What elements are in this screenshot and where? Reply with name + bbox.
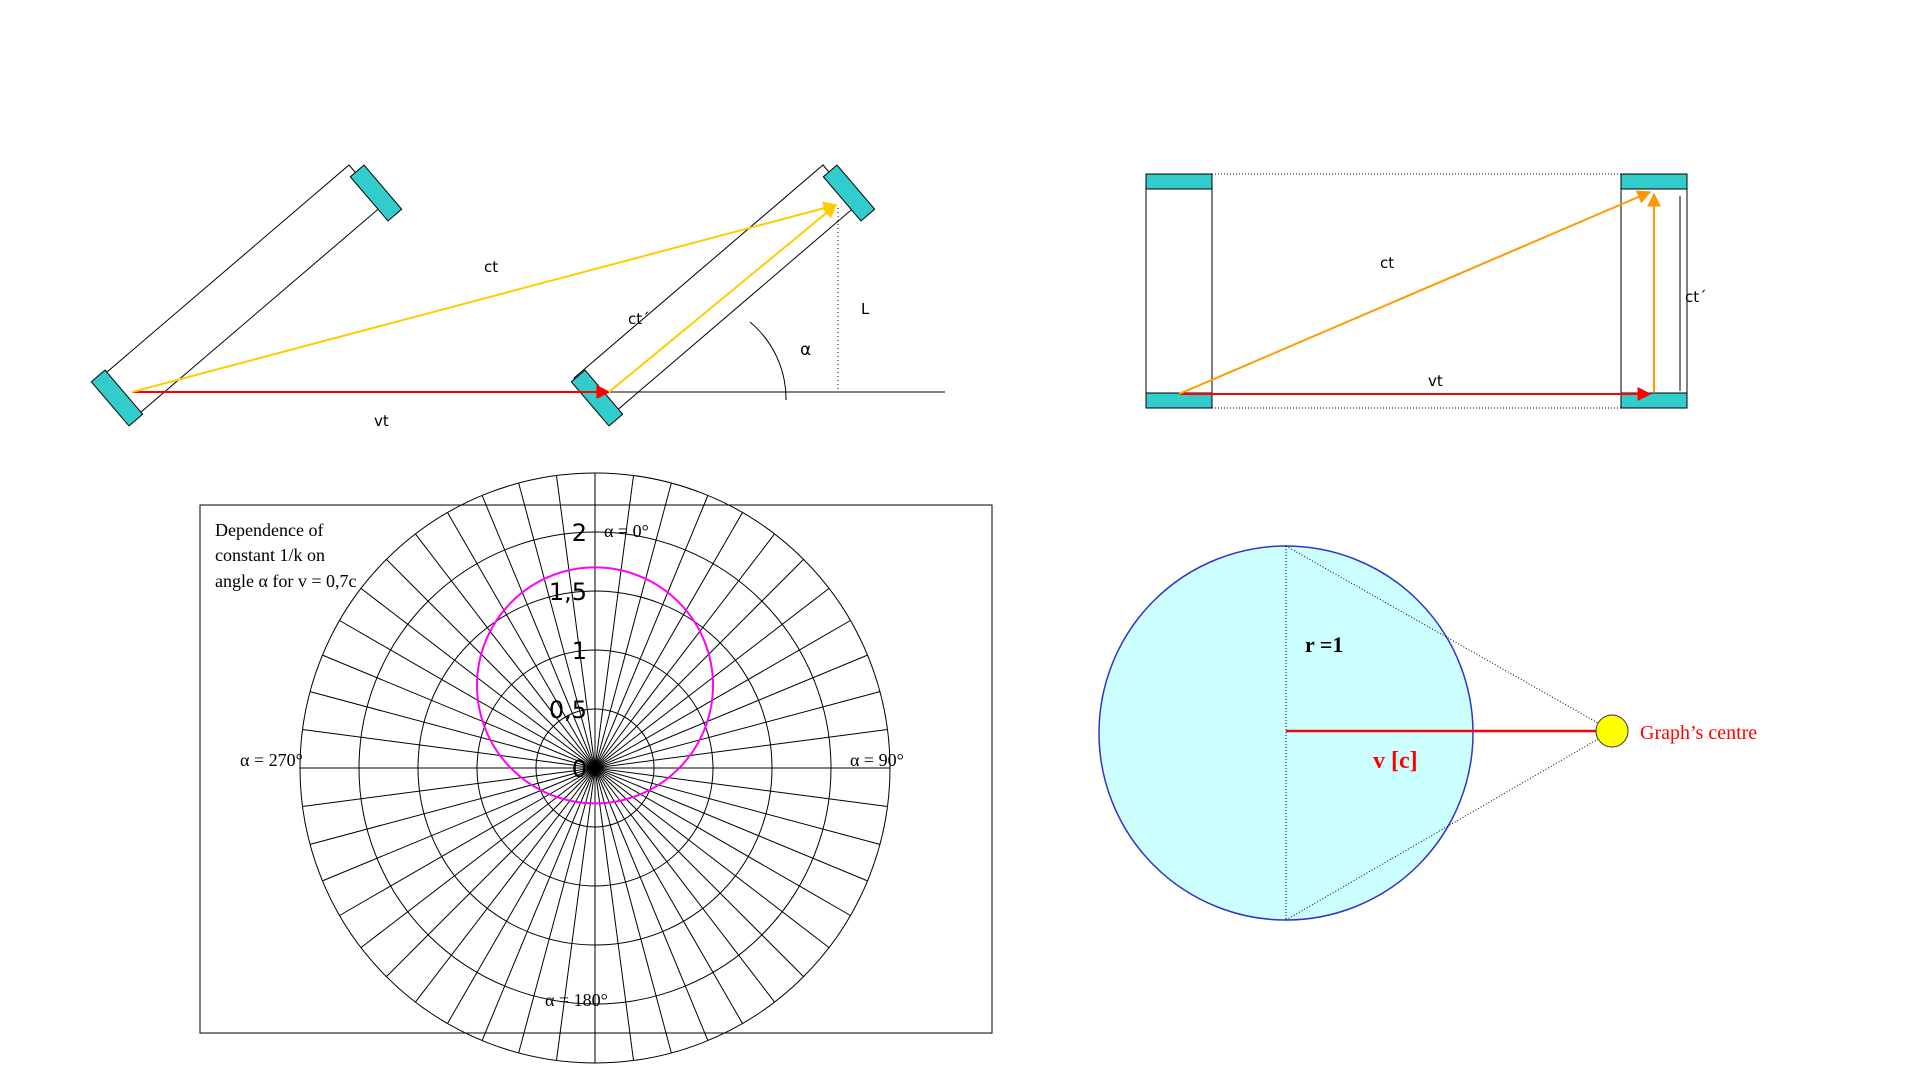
- polar-spoke: [415, 767, 596, 1003]
- angle-label-top: α = 0°: [604, 521, 649, 541]
- polar-spoke: [322, 654, 596, 769]
- angle-label-left: α = 270°: [240, 750, 303, 770]
- label-vt: vt: [1428, 372, 1443, 390]
- polar-caption-line1: Dependence of: [215, 520, 323, 540]
- polar-spoke: [302, 767, 596, 808]
- polar-spoke: [594, 767, 851, 916]
- polar-radial-tick-label: 2: [572, 519, 587, 547]
- polar-spoke: [339, 620, 596, 769]
- polar-spoke: [594, 620, 851, 769]
- mirror-bottom-left: [1145, 392, 1213, 409]
- path-ct-arrow: [131, 201, 838, 393]
- tangent-line-top: [1285, 545, 1613, 732]
- mirror-bottom-right: [570, 369, 624, 427]
- velocity-sphere-diagram: r =1 v [c] Graph’s centre: [1098, 545, 1757, 921]
- tilted-light-clock-diagram: ct ct´ vt L α: [90, 164, 945, 430]
- label-velocity: v [c]: [1373, 748, 1418, 774]
- polar-spoke: [447, 512, 596, 769]
- clock-body-right: [573, 164, 858, 419]
- polar-spoke: [386, 767, 596, 977]
- polar-ring: [417, 590, 773, 946]
- upright-light-clock-diagram: ct ct´ vt: [1145, 173, 1707, 409]
- path-ct-prime-arrow: [608, 204, 838, 393]
- polar-radial-tick-label: 0,5: [549, 696, 587, 724]
- polar-spoke: [594, 767, 743, 1024]
- polar-spoke: [518, 767, 596, 1054]
- polar-ring: [535, 708, 655, 828]
- label-vt: vt: [374, 412, 389, 430]
- polar-spoke: [386, 559, 596, 769]
- polar-spoke: [594, 767, 709, 1041]
- mirror-bottom-left: [90, 369, 144, 427]
- label-ct: ct: [1380, 254, 1394, 272]
- polar-ring: [476, 649, 714, 887]
- polar-spoke: [555, 767, 596, 1061]
- label-radius: r =1: [1305, 632, 1343, 657]
- polar-spoke: [481, 495, 596, 769]
- polar-spoke: [594, 767, 635, 1061]
- mirror-bottom-right: [1620, 392, 1688, 409]
- polar-spoke: [594, 767, 881, 845]
- polar-spoke: [302, 728, 596, 769]
- mirror-top-right: [1620, 173, 1688, 190]
- polar-radial-ticks: 0 0,5 1 1,5 2: [549, 519, 587, 783]
- polar-caption-line3: angle α for v = 0,7c: [215, 571, 357, 591]
- polar-spoke: [360, 767, 596, 948]
- graph-centre-marker: [1595, 714, 1629, 748]
- polar-spoke: [594, 475, 635, 769]
- polar-spoke: [594, 691, 881, 769]
- label-L: L: [861, 300, 870, 318]
- polar-spoke: [309, 767, 596, 845]
- polar-grid: [299, 472, 891, 1064]
- polar-spoke: [594, 767, 672, 1054]
- polar-spoke: [447, 767, 596, 1024]
- angle-label-bottom: α = 180°: [545, 990, 608, 1010]
- label-graph-centre: Graph’s centre: [1640, 722, 1757, 744]
- polar-chart-panel: 00,511,52 Dependence of constant 1/k on …: [199, 472, 993, 1064]
- polar-data-curve: [476, 566, 714, 805]
- mirror-top-left: [1145, 173, 1213, 190]
- angle-label-right: α = 90°: [850, 750, 904, 770]
- polar-spoke: [481, 767, 596, 1041]
- angle-arc-alpha: [749, 321, 787, 401]
- polar-radial-tick-label: 1,5: [549, 578, 587, 606]
- polar-spoke: [594, 512, 743, 769]
- polar-spoke: [339, 767, 596, 916]
- label-ct-prime: ct´: [628, 310, 650, 328]
- polar-spoke: [594, 654, 868, 769]
- mirror-top-left: [349, 164, 403, 222]
- path-ct-arrow: [1178, 190, 1652, 395]
- clock-body-left: [1145, 187, 1213, 395]
- polar-spoke: [594, 767, 830, 948]
- polar-spoke: [594, 767, 775, 1003]
- clock-body-left: [99, 164, 384, 419]
- polar-ring: [299, 472, 891, 1064]
- polar-radial-tick-label: 1: [572, 637, 587, 665]
- polar-spoke: [415, 533, 596, 769]
- polar-spoke: [594, 495, 709, 769]
- polar-ring: [358, 531, 832, 1005]
- label-alpha: α: [800, 340, 811, 360]
- polar-spoke: [309, 691, 596, 769]
- polar-spoke: [518, 482, 596, 769]
- tilted-clock-left: [90, 164, 403, 427]
- label-ct-prime: ct´: [1685, 288, 1707, 306]
- polar-spoke: [594, 767, 868, 882]
- polar-spoke: [555, 475, 596, 769]
- polar-spoke: [594, 559, 804, 769]
- polar-radial-tick-label: 0: [572, 755, 587, 783]
- polar-spoke: [322, 767, 596, 882]
- mirror-top-right: [822, 164, 876, 222]
- polar-caption-line2: constant 1/k on: [215, 545, 325, 565]
- polar-spoke: [594, 767, 804, 977]
- polar-spoke: [594, 728, 888, 769]
- polar-spoke: [594, 482, 672, 769]
- label-ct: ct: [484, 258, 498, 276]
- polar-spoke: [594, 533, 775, 769]
- polar-spoke: [594, 767, 888, 808]
